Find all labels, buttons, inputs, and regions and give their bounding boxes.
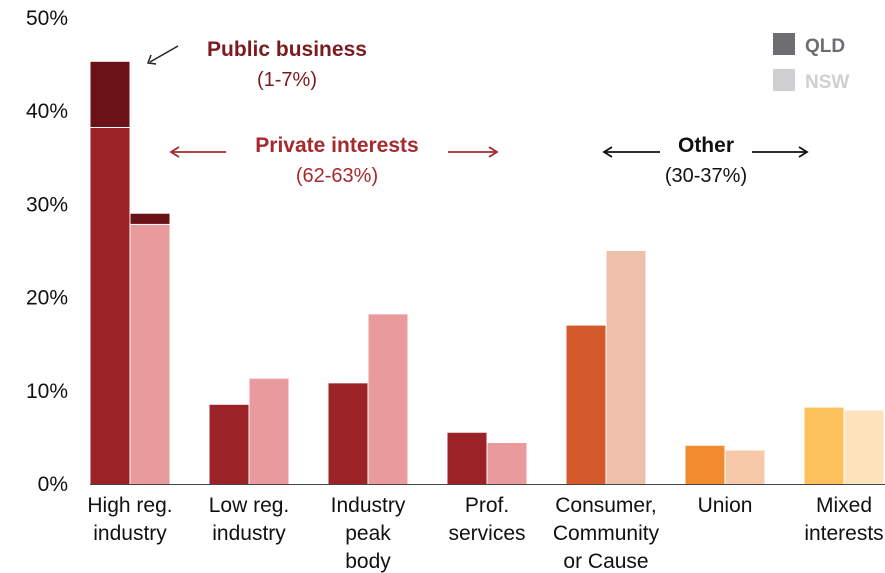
y-tick-label: 20% [26, 287, 68, 310]
legend-label-qld: QLD [805, 36, 845, 57]
x-axis: High reg. industry Low reg. industry Industr… [87, 484, 885, 573]
annotation-private-interests-range: (62-63%) [296, 165, 378, 187]
bar-segment-public-business-qld-0 [90, 61, 130, 127]
bar-qld-2 [328, 383, 368, 484]
bar-qld-3 [447, 432, 487, 484]
bar-nsw-1 [249, 378, 289, 484]
legend-swatch-nsw [773, 69, 795, 91]
annotation-other-title: Other [678, 134, 734, 157]
annotation-private-interests-title: Private interests [255, 134, 418, 157]
arrowhead-right-other [798, 146, 809, 158]
annotation-public-business: Public business (1-7%) [146, 38, 367, 91]
arrowhead-public-business [146, 54, 157, 65]
x-category-label: Mixed interests [804, 494, 883, 545]
annotation-other: Other (30-37%) [602, 134, 809, 187]
bars [90, 61, 884, 485]
y-tick-label: 0% [38, 473, 68, 496]
bar-qld-5 [685, 445, 725, 484]
x-category-label: Industry peak body [331, 494, 406, 573]
bar-nsw-6 [844, 410, 884, 484]
annotation-public-business-title: Public business [207, 38, 367, 61]
x-category-label: Low reg. industry [209, 494, 290, 545]
y-tick-label: 30% [26, 193, 68, 216]
annotations: Public business (1-7%) Private interests… [146, 38, 809, 187]
x-category-label: Union [698, 494, 753, 517]
legend-swatch-qld [773, 33, 795, 55]
x-category-label: Consumer, Community or Cause [553, 494, 660, 573]
y-tick-label: 40% [26, 100, 68, 123]
legend-label-nsw: NSW [805, 72, 849, 93]
bar-qld-6 [804, 407, 844, 484]
y-tick-label: 10% [26, 380, 68, 403]
bar-nsw-5 [725, 450, 765, 484]
annotation-public-business-range: (1-7%) [257, 69, 317, 91]
bar-qld-4 [566, 325, 606, 484]
arrow-public-business [149, 45, 179, 63]
bar-nsw-3 [487, 442, 527, 484]
bar-nsw-2 [368, 314, 408, 484]
arrowhead-left-private-interests [169, 146, 180, 158]
x-category-label: Prof. services [448, 494, 525, 545]
bar-nsw-4 [606, 251, 646, 484]
arrowhead-left-other [602, 146, 613, 158]
y-tick-label: 50% [26, 7, 68, 30]
annotation-private-interests: Private interests (62-63%) [169, 134, 499, 187]
legend: QLD NSW [773, 33, 849, 93]
bar-qld-0 [90, 127, 130, 484]
annotation-other-range: (30-37%) [665, 165, 747, 187]
bar-segment-public-business-nsw-0 [130, 213, 170, 224]
bar-nsw-0 [130, 224, 170, 485]
y-axis: 0% 10% 20% 30% 40% 50% [26, 7, 68, 496]
x-category-label: High reg. industry [87, 494, 172, 545]
arrowhead-right-private-interests [488, 146, 499, 158]
bar-qld-1 [209, 404, 249, 484]
